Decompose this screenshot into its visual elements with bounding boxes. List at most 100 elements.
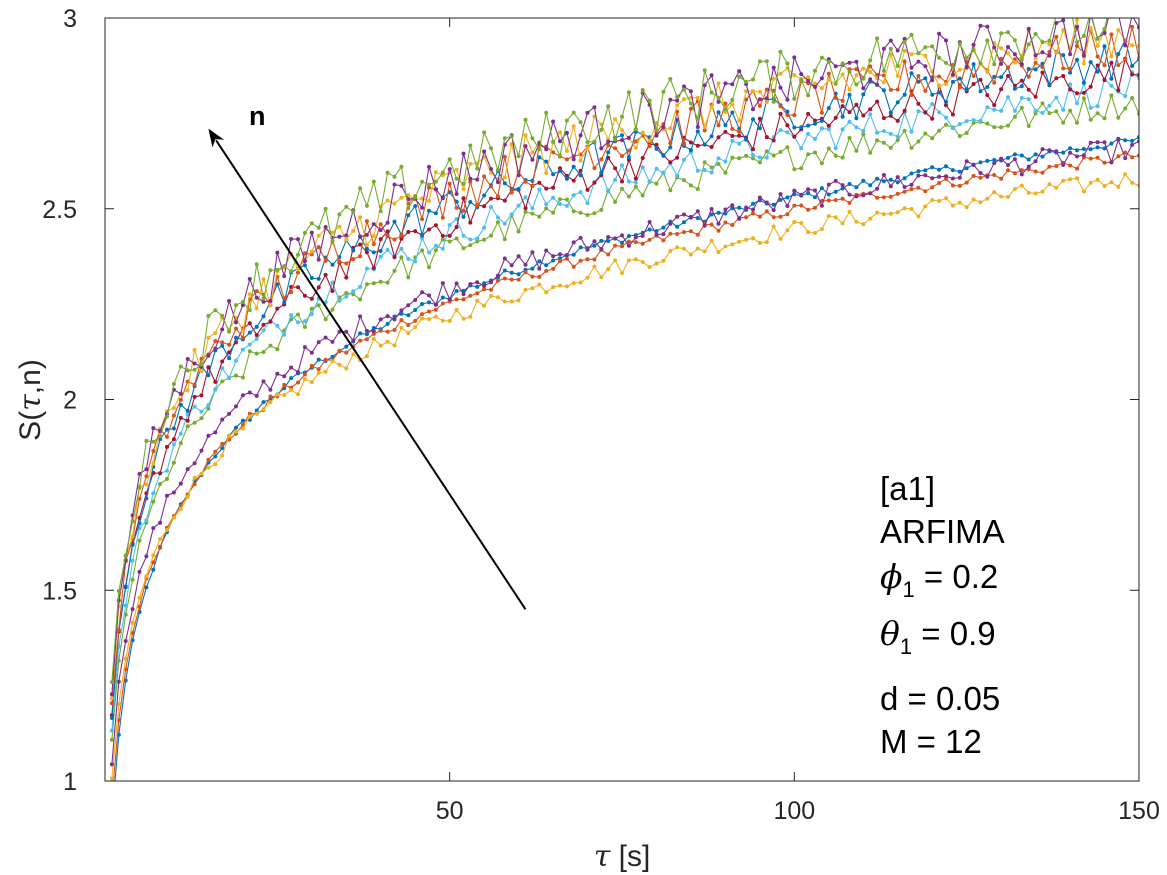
data-point: [709, 104, 714, 109]
data-point: [599, 238, 604, 243]
data-point: [599, 207, 604, 212]
data-point: [392, 174, 397, 179]
data-point: [330, 359, 335, 364]
data-point: [296, 252, 300, 257]
data-point: [819, 110, 824, 115]
data-point: [792, 167, 797, 172]
data-point: [427, 182, 431, 187]
data-point: [813, 118, 817, 123]
data-point: [985, 38, 990, 43]
data-point: [1054, 21, 1059, 25]
data-point: [482, 149, 487, 154]
data-point: [220, 327, 225, 332]
data-point: [199, 416, 204, 421]
data-point: [957, 85, 962, 90]
ticks-layer: 50 100 150 1 1.5 2 2.5 3: [42, 5, 1160, 825]
data-point: [875, 130, 880, 135]
data-point: [599, 275, 604, 280]
data-point: [475, 239, 480, 244]
data-point: [1047, 42, 1052, 47]
data-point: [1116, 137, 1121, 142]
data-point: [385, 198, 390, 203]
data-point: [234, 404, 238, 409]
data-point: [757, 195, 762, 200]
data-point: [371, 331, 376, 336]
data-point: [695, 232, 700, 237]
data-point: [806, 131, 811, 136]
data-point: [654, 128, 659, 133]
data-point: [1123, 57, 1128, 62]
data-point: [1130, 24, 1135, 29]
data-point: [564, 203, 569, 208]
data-point: [516, 254, 521, 259]
data-point: [337, 224, 342, 229]
data-point: [937, 181, 942, 185]
data-point: [171, 515, 176, 520]
data-point: [709, 212, 714, 217]
data-point: [151, 526, 156, 531]
data-point: [819, 227, 824, 231]
data-point: [454, 192, 459, 196]
data-point: [1033, 94, 1038, 99]
data-point: [751, 107, 755, 112]
data-point: [537, 266, 542, 271]
data-point: [675, 245, 680, 250]
data-point: [847, 209, 852, 214]
data-point: [957, 122, 962, 127]
data-point: [682, 97, 686, 102]
data-point: [1012, 152, 1017, 157]
data-point: [654, 181, 659, 186]
data-point: [296, 285, 300, 290]
data-point: [957, 134, 962, 139]
data-point: [551, 172, 556, 177]
data-point: [771, 99, 776, 104]
data-point: [1109, 160, 1114, 165]
data-point: [633, 180, 638, 185]
data-point: [937, 167, 942, 172]
data-point: [261, 328, 266, 333]
data-point: [371, 281, 376, 286]
data-point: [358, 297, 363, 302]
data-point: [978, 77, 983, 82]
data-point: [192, 461, 197, 466]
data-point: [323, 357, 328, 362]
data-point: [916, 139, 921, 144]
data-point: [881, 88, 886, 93]
data-point: [751, 156, 755, 161]
data-point: [709, 238, 714, 243]
data-point: [392, 237, 397, 242]
data-point: [206, 313, 211, 318]
data-point: [1019, 172, 1024, 177]
data-point: [123, 656, 128, 661]
data-point: [620, 114, 624, 119]
data-point: [206, 365, 211, 370]
data-point: [530, 206, 535, 211]
data-point: [1012, 38, 1017, 43]
data-point: [585, 146, 590, 151]
data-point: [806, 152, 811, 157]
data-point: [185, 357, 190, 361]
data-point: [171, 426, 176, 431]
data-point: [178, 397, 183, 402]
data-point: [482, 225, 487, 230]
data-point: [606, 139, 611, 144]
data-point: [620, 179, 624, 184]
data-point: [1033, 60, 1038, 65]
data-point: [420, 179, 425, 184]
data-point: [833, 153, 838, 158]
data-point: [971, 82, 976, 86]
data-point: [1075, 91, 1079, 96]
data-point: [620, 138, 624, 143]
data-point: [495, 180, 500, 185]
data-point: [447, 223, 452, 228]
data-point: [227, 433, 232, 438]
data-point: [378, 254, 383, 259]
data-point: [309, 306, 314, 311]
data-point: [537, 147, 542, 152]
data-point: [806, 111, 811, 116]
data-point: [185, 368, 190, 373]
data-point: [489, 280, 493, 285]
data-point: [344, 204, 349, 209]
data-point: [930, 44, 935, 49]
data-point: [785, 195, 790, 200]
